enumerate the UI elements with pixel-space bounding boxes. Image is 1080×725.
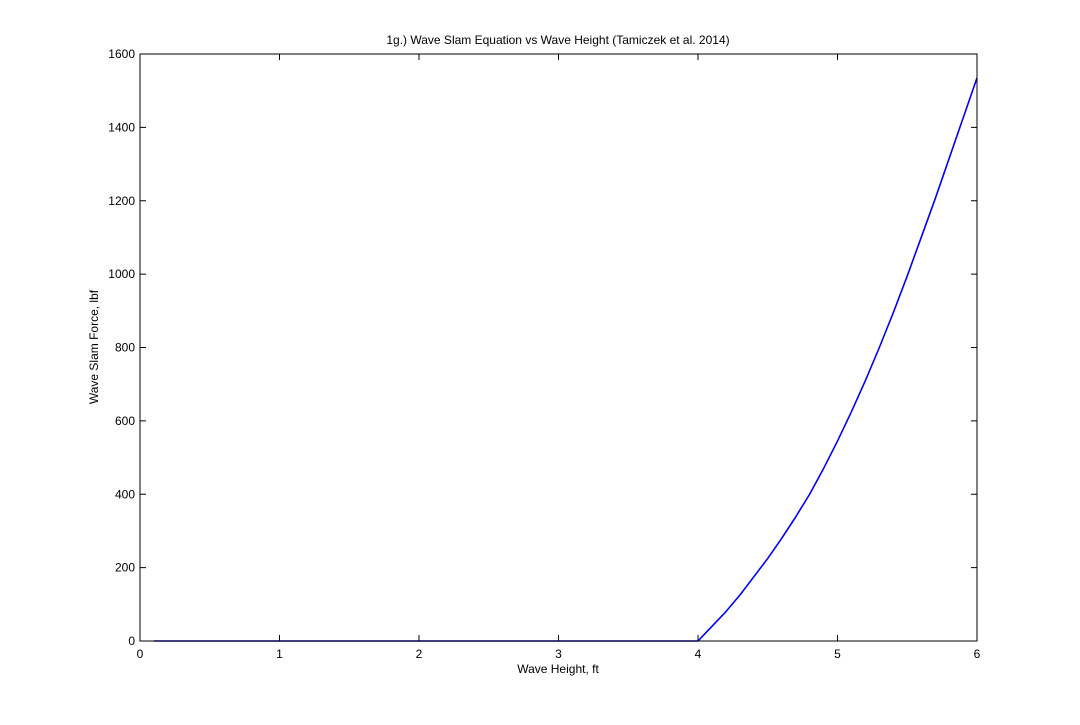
chart-title: 1g.) Wave Slam Equation vs Wave Height (… (386, 33, 729, 47)
x-tick-label: 3 (555, 647, 562, 661)
y-tick-label: 800 (115, 341, 135, 355)
plot-area (140, 54, 977, 641)
x-tick-label: 0 (137, 647, 144, 661)
x-tick-label: 1 (276, 647, 283, 661)
tick-labels: 0 1 2 3 4 5 6 0 200 400 600 800 1000 1200 1400 1600 (108, 47, 980, 661)
x-tick-label: 5 (834, 647, 841, 661)
y-tick-label: 1600 (108, 47, 135, 61)
x-tick-label: 2 (416, 647, 423, 661)
y-axis-label: Wave Slam Force, lbf (87, 289, 101, 404)
y-tick-label: 1200 (108, 194, 135, 208)
x-tick-label: 4 (695, 647, 702, 661)
y-tick-label: 200 (115, 561, 135, 575)
y-tick-label: 1000 (108, 267, 135, 281)
y-tick-label: 400 (115, 487, 135, 501)
y-tick-label: 1400 (108, 120, 135, 134)
y-tick-label: 600 (115, 414, 135, 428)
x-tick-label: 6 (974, 647, 981, 661)
plot-frame (139, 53, 978, 642)
y-tick-label: 0 (128, 634, 135, 648)
x-axis-label: Wave Height, ft (517, 662, 599, 676)
